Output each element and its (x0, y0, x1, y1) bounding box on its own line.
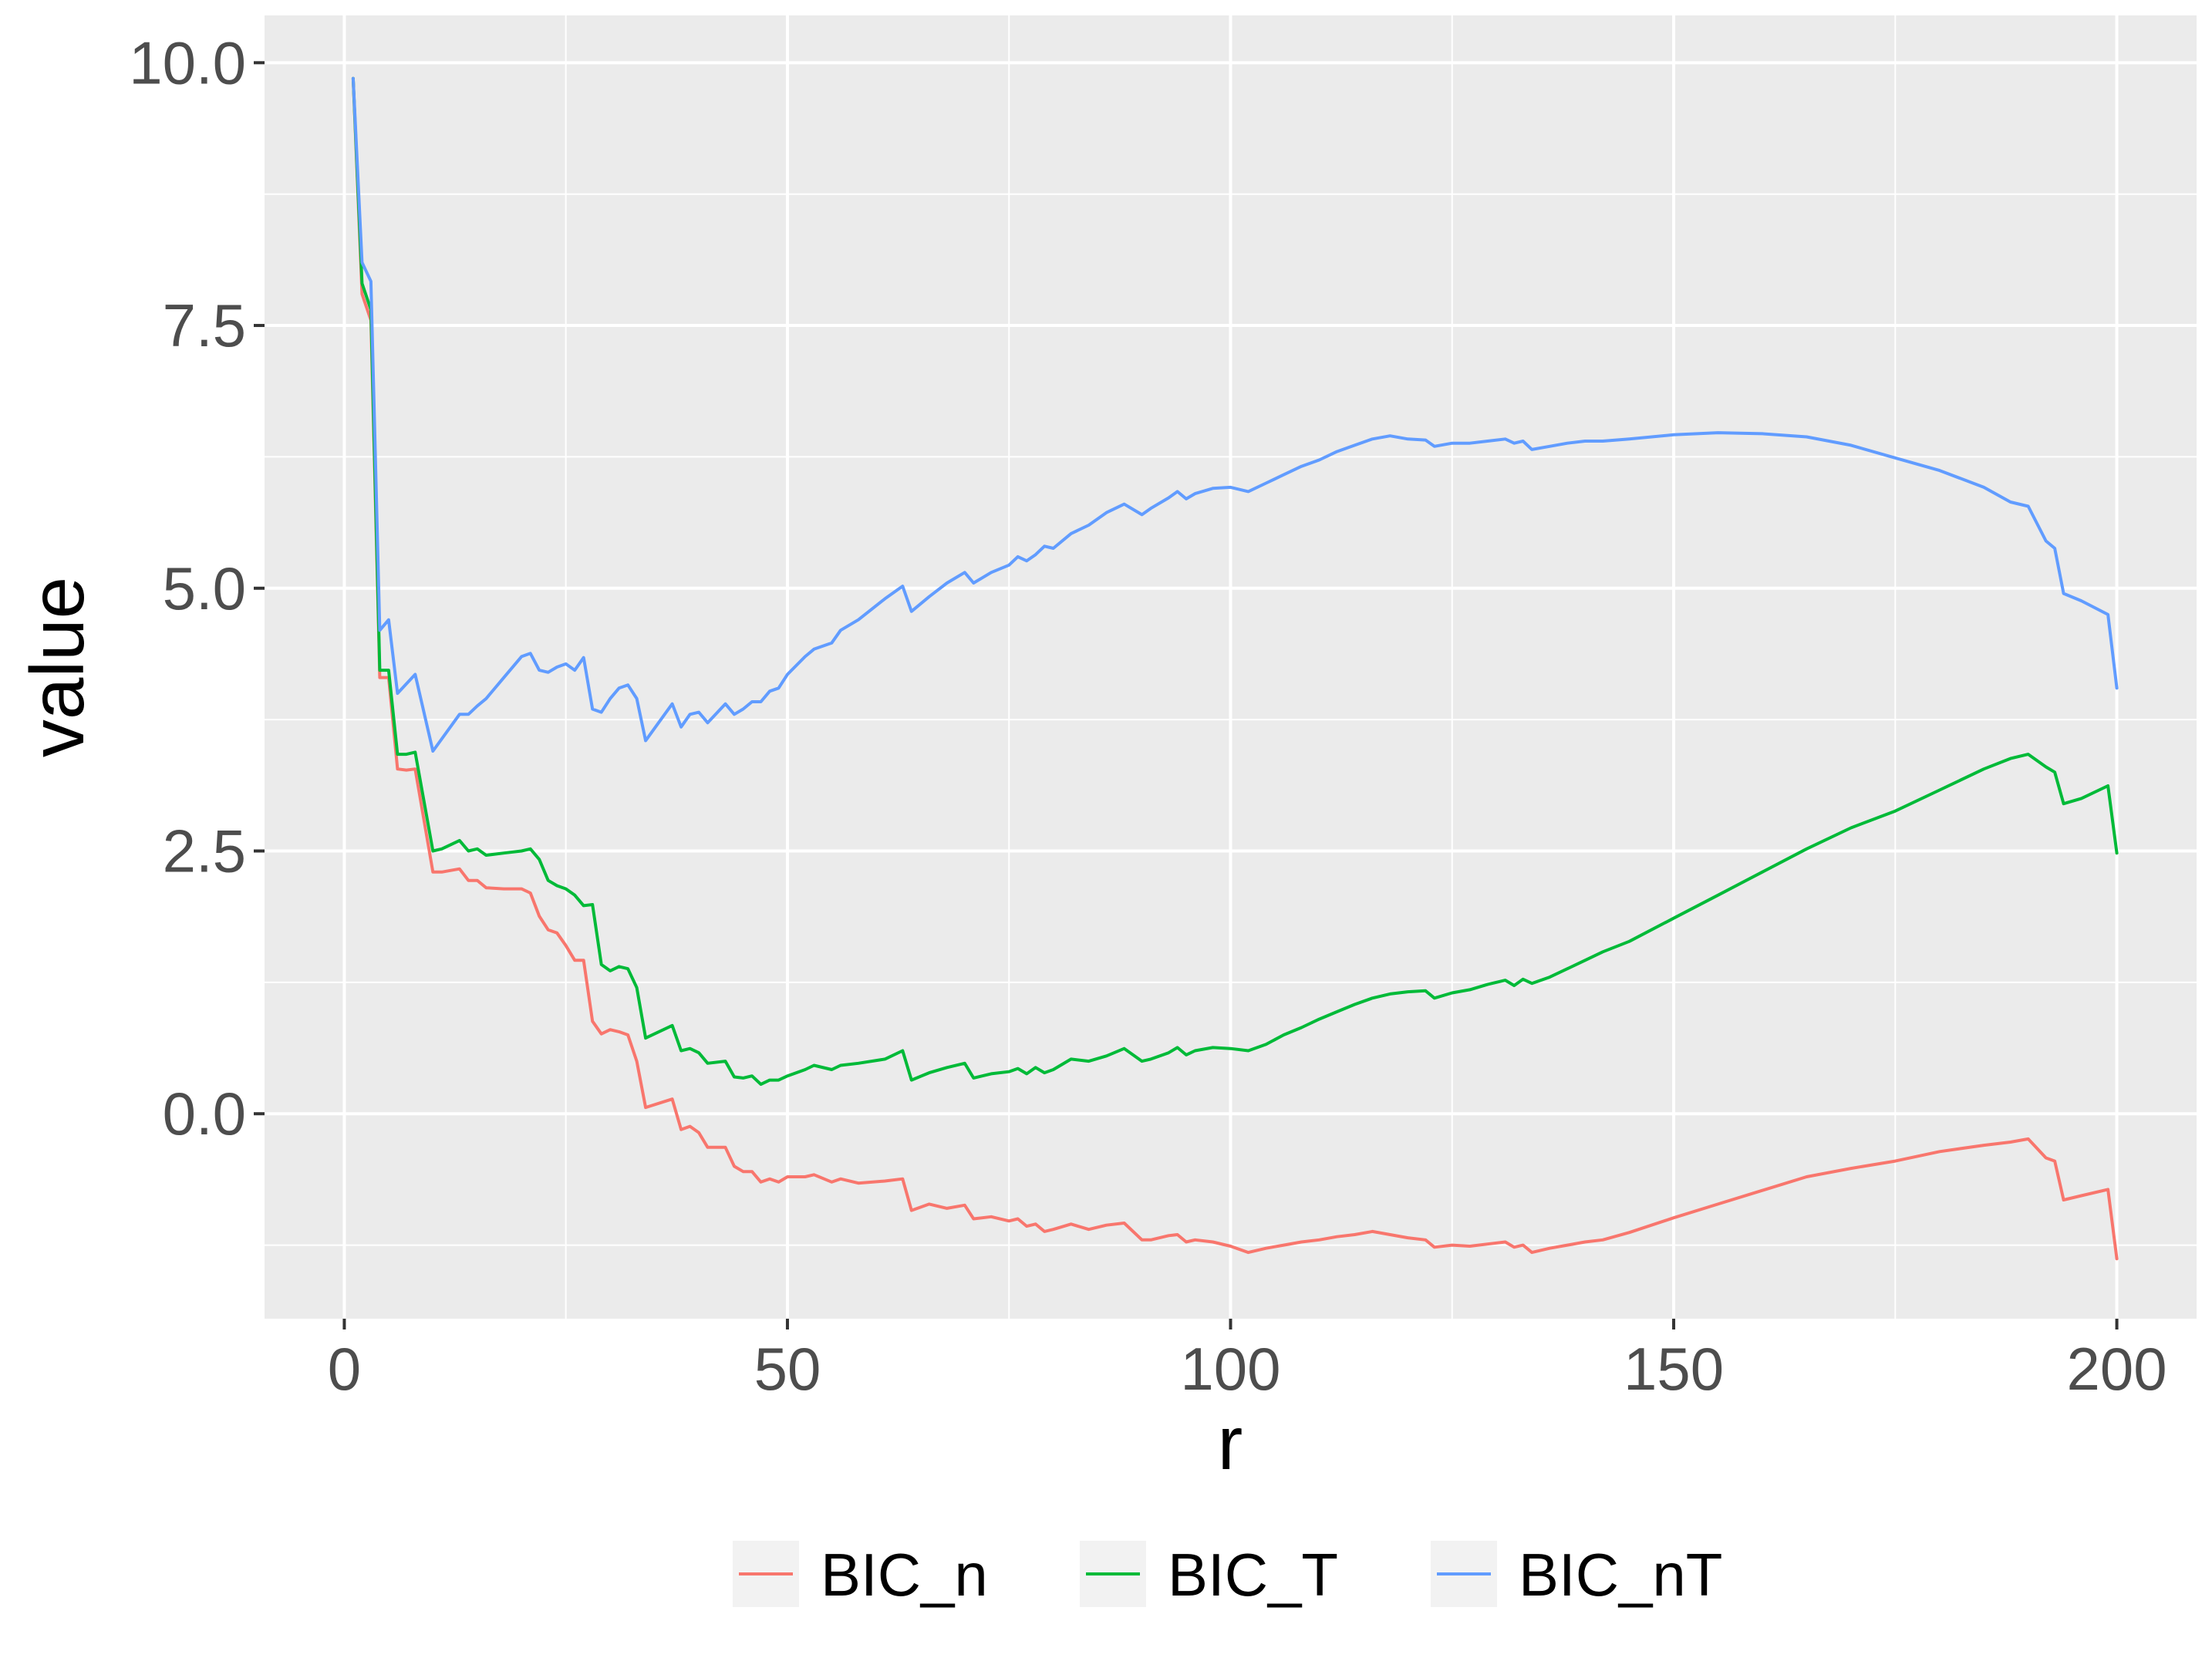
series-line-BIC_nT (351, 76, 2119, 753)
y-tick-label: 5.0 (163, 554, 246, 622)
legend-label: BIC_n (821, 1541, 988, 1609)
legend: BIC_n BIC_T BIC_nT (733, 1541, 1722, 1609)
y-tick-label: 10.0 (129, 29, 246, 96)
legend-item-BIC_nT: BIC_nT (1431, 1541, 1722, 1609)
x-tick-label: 150 (1624, 1335, 1724, 1403)
y-tick-label: 0.0 (163, 1080, 246, 1147)
x-axis: 0 50 100 150 200 (328, 1319, 2167, 1403)
y-tick-label: 7.5 (163, 291, 246, 359)
series-line-BIC_T (351, 76, 2119, 1087)
legend-item-BIC_T: BIC_T (1080, 1541, 1338, 1609)
legend-label: BIC_T (1168, 1541, 1338, 1609)
legend-label: BIC_nT (1519, 1541, 1722, 1609)
major-gridlines (265, 15, 2197, 1319)
legend-item-BIC_n: BIC_n (733, 1541, 988, 1609)
x-tick-label: 200 (2067, 1335, 2167, 1403)
x-tick-label: 0 (328, 1335, 361, 1403)
x-tick-label: 50 (754, 1335, 821, 1403)
x-axis-title: r (1218, 1400, 1243, 1485)
y-axis-title: value (15, 577, 99, 757)
series-lines (351, 76, 2119, 1261)
series-line-BIC_n (351, 76, 2119, 1261)
y-tick-label: 2.5 (163, 817, 246, 885)
x-tick-label: 100 (1180, 1335, 1280, 1403)
y-axis: 0.0 2.5 5.0 7.5 10.0 (129, 29, 265, 1147)
